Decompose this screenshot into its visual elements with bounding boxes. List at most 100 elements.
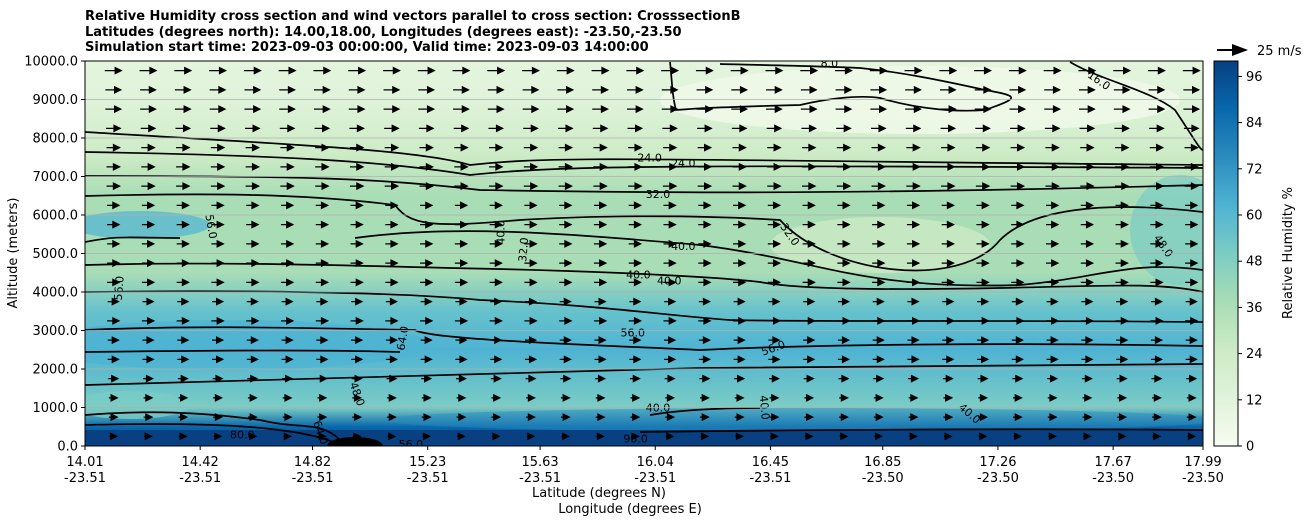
wind-arrow — [490, 336, 503, 345]
wind-arrow — [487, 85, 505, 94]
wind-arrow — [1185, 278, 1199, 287]
wind-arrow — [941, 316, 955, 325]
wind-arrow — [522, 105, 540, 114]
wind-arrow — [1012, 413, 1023, 422]
x-tick-label-lon: -23.50 — [1182, 471, 1224, 486]
wind-arrow — [700, 432, 710, 441]
wind-arrow — [593, 239, 608, 248]
wind-arrow — [212, 374, 224, 383]
wind-arrow — [908, 374, 919, 383]
wind-arrow — [733, 355, 746, 364]
wind-arrow — [1149, 162, 1165, 171]
wind-arrow — [385, 316, 399, 325]
contour-label: 56.0 — [202, 213, 219, 239]
wind-arrow — [766, 124, 783, 133]
wind-arrow — [143, 413, 154, 422]
wind-arrow — [869, 66, 888, 75]
wind-arrow — [767, 220, 782, 229]
wind-arrow — [109, 432, 119, 441]
wind-arrow — [281, 297, 294, 306]
wind-arrow — [1011, 336, 1024, 345]
wind-arrow — [909, 432, 918, 441]
wind-arrow — [141, 259, 156, 268]
wind-arrow — [907, 336, 920, 345]
wind-arrow — [453, 105, 470, 114]
wind-arrow — [452, 66, 471, 75]
wind-arrow — [281, 336, 294, 345]
wind-arrow — [872, 336, 885, 345]
wind-arrow — [1047, 413, 1058, 422]
wind-arrow — [523, 182, 539, 191]
wind-arrow — [802, 259, 816, 268]
wind-arrow — [352, 393, 363, 402]
wind-arrow — [976, 201, 990, 210]
colorbar-tick-label: 0 — [1246, 440, 1254, 455]
wind-arrow — [974, 105, 992, 114]
wind-arrow — [592, 105, 609, 114]
wind-arrow — [524, 259, 538, 268]
wind-arrow — [870, 124, 887, 133]
wind-arrow — [383, 85, 401, 94]
wind-arrow — [1080, 316, 1095, 325]
x-tick-label-lat: 14.82 — [294, 455, 331, 470]
colorbar-tick-label: 72 — [1246, 162, 1263, 177]
wind-arrow — [1116, 297, 1129, 306]
wind-arrow — [487, 105, 505, 114]
wind-arrow — [522, 66, 540, 75]
wind-arrow — [1150, 259, 1164, 268]
wind-arrow — [558, 143, 573, 152]
wind-arrow — [700, 413, 710, 422]
wind-arrow — [874, 432, 884, 441]
wind-arrow — [107, 336, 120, 345]
wind-arrow — [594, 355, 607, 364]
wind-arrow — [559, 278, 573, 287]
wind-arrow — [977, 374, 989, 383]
wind-arrow — [1046, 355, 1059, 364]
wind-arrow — [245, 143, 261, 152]
wind-arrow — [907, 297, 920, 306]
wind-arrow — [420, 297, 433, 306]
wind-arrow — [523, 162, 539, 171]
contour-label: 56.0 — [621, 326, 646, 339]
wind-arrow — [1115, 316, 1129, 325]
wind-arrow — [140, 85, 157, 94]
wind-arrow — [108, 393, 119, 402]
wind-arrow — [733, 297, 746, 306]
wind-arrow — [1115, 278, 1129, 287]
wind-arrow — [420, 259, 434, 268]
wind-arrow — [279, 105, 296, 114]
wind-arrow — [560, 374, 572, 383]
wind-arrow — [802, 220, 816, 229]
wind-arrow — [315, 278, 329, 287]
wind-arrow — [213, 432, 223, 441]
wind-arrow — [454, 143, 469, 152]
wind-arrow — [524, 297, 538, 306]
wind-arrow — [803, 355, 816, 364]
wind-arrow — [1183, 105, 1201, 114]
colorbar-tick-label: 36 — [1246, 301, 1263, 316]
wind-arrow — [141, 239, 156, 248]
wind-arrow — [454, 162, 469, 171]
wind-arrow — [245, 162, 261, 171]
y-tick-label: 5000.0 — [33, 247, 79, 262]
wind-arrow — [454, 259, 469, 268]
wind-arrow — [348, 66, 367, 75]
wind-arrow — [631, 432, 640, 441]
contour-line-48 — [85, 363, 1203, 386]
wind-arrow — [213, 413, 223, 422]
wind-arrow — [974, 66, 993, 75]
wind-arrow — [731, 105, 749, 114]
wind-arrow — [1117, 393, 1128, 402]
wind-arrow — [906, 143, 921, 152]
wind-arrow — [626, 85, 644, 94]
wind-arrow — [977, 336, 990, 345]
wind-arrow — [767, 278, 782, 287]
wind-arrow — [732, 143, 747, 152]
wind-arrow — [350, 201, 364, 210]
wind-arrow — [870, 105, 888, 114]
wind-arrow — [246, 201, 260, 210]
title-line-3: Simulation start time: 2023-09-03 00:00:… — [85, 40, 649, 55]
contour-line-24b — [85, 151, 1203, 176]
wind-arrow — [211, 239, 225, 248]
wind-arrow — [1011, 220, 1025, 229]
